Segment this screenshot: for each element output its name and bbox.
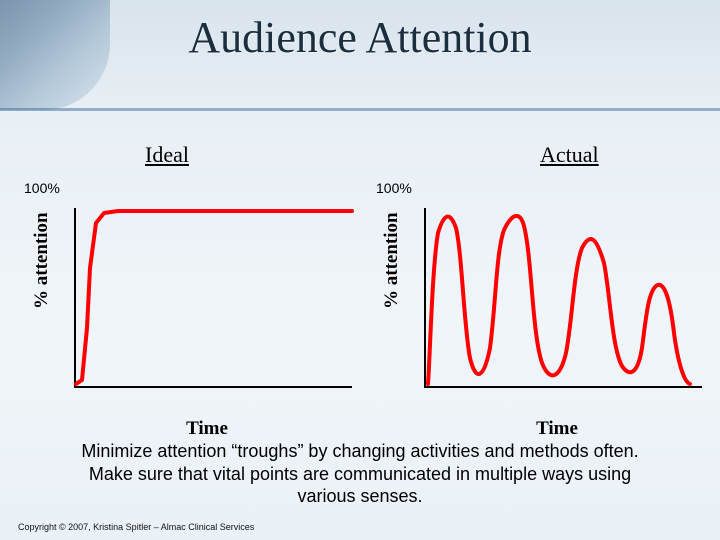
ideal-path — [76, 211, 352, 384]
actual-chart: % attention Time — [412, 208, 702, 406]
actual-100-label: 100% — [376, 180, 412, 196]
actual-x-label: Time — [412, 418, 702, 440]
ideal-y-label: % attention — [31, 212, 53, 309]
ideal-chart: % attention Time — [62, 208, 352, 406]
actual-y-label: % attention — [381, 212, 403, 309]
ideal-x-label: Time — [62, 418, 352, 440]
actual-label: Actual — [540, 142, 599, 168]
ideal-label: Ideal — [145, 142, 189, 168]
actual-path — [428, 216, 690, 384]
copyright: Copyright © 2007, Kristina Spitler – Alm… — [18, 522, 254, 532]
actual-curve — [424, 208, 702, 388]
ideal-100-label: 100% — [24, 180, 60, 196]
ideal-curve — [74, 208, 352, 388]
page-title: Audience Attention — [0, 12, 720, 63]
body-text: Minimize attention “troughs” by changing… — [60, 440, 660, 508]
header-stripe — [0, 108, 720, 111]
